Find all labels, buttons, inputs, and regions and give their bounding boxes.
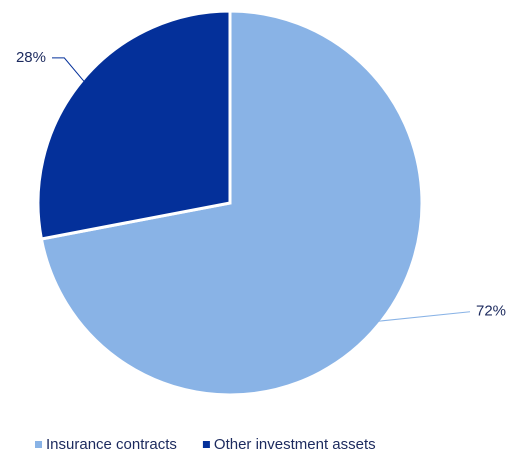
legend-label: Other investment assets — [214, 436, 376, 453]
leader-line — [373, 311, 471, 323]
data-label: 72% — [476, 303, 506, 320]
leader-line — [52, 57, 87, 85]
pie-slice — [39, 9, 424, 397]
legend-swatch — [202, 441, 210, 448]
pie-slice — [36, 9, 232, 241]
data-label: 28% — [16, 49, 46, 66]
legend-swatch — [35, 441, 42, 448]
legend-label: Insurance contracts — [46, 436, 177, 453]
